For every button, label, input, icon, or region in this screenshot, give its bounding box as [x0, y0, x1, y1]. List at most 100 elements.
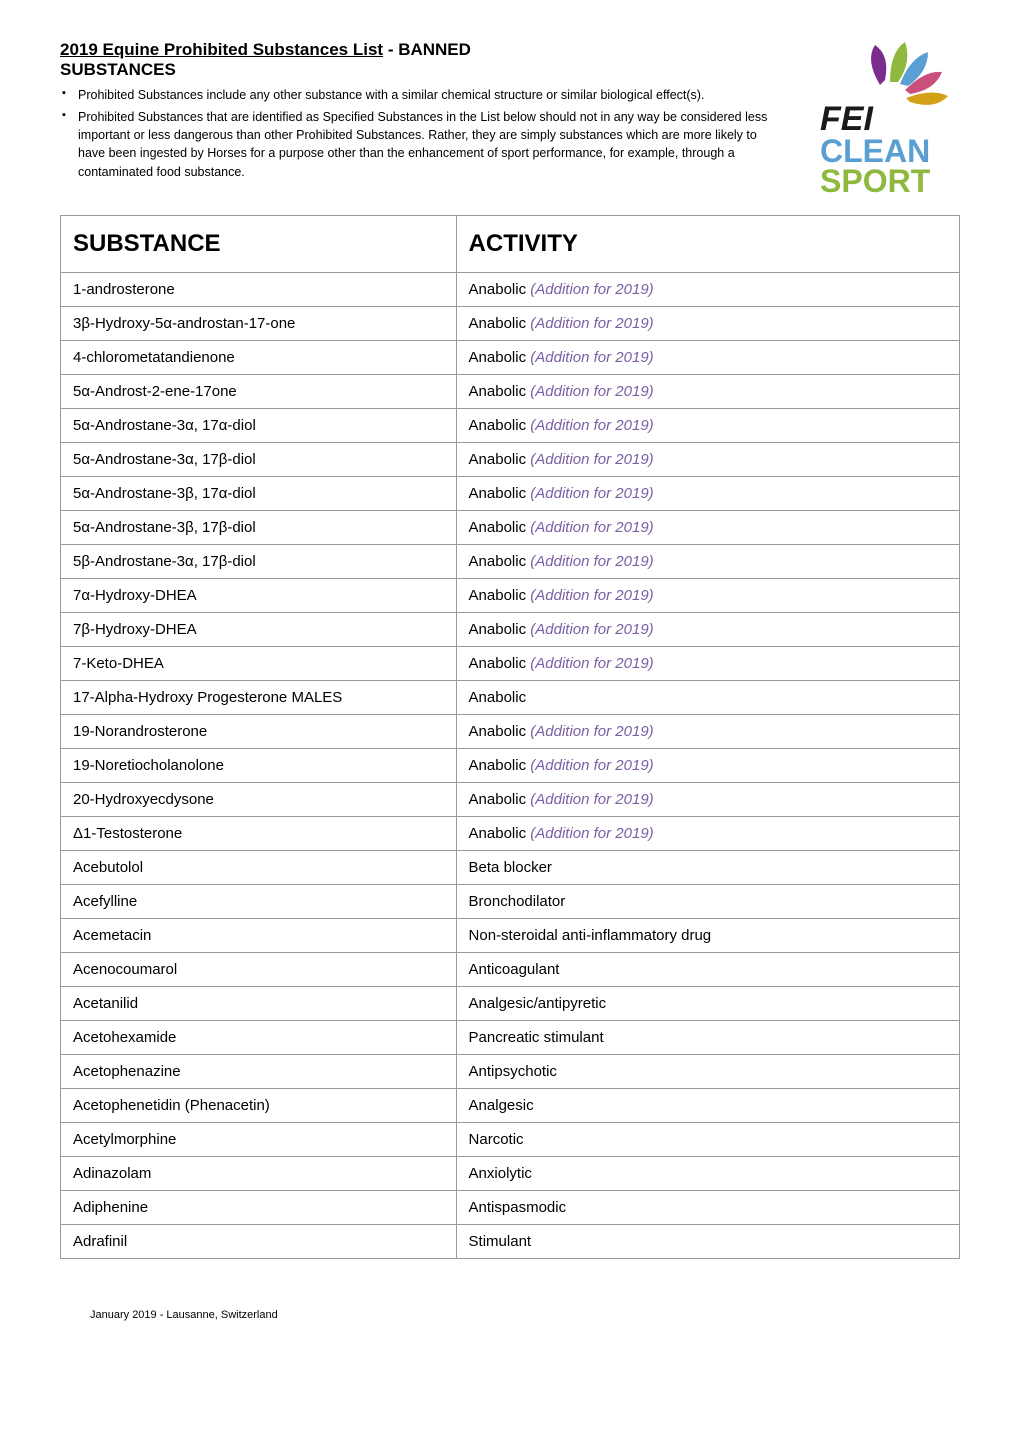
- table-row: 1-androsteroneAnabolic (Addition for 201…: [61, 273, 960, 307]
- addition-note: (Addition for 2019): [530, 451, 653, 468]
- substance-cell: Acetanilid: [61, 987, 457, 1021]
- activity-cell: Bronchodilator: [456, 885, 959, 919]
- substance-cell: 5α-Androst-2-ene-17one: [61, 375, 457, 409]
- table-row: 5α-Androstane-3β, 17β-diolAnabolic (Addi…: [61, 511, 960, 545]
- substance-cell: Adrafinil: [61, 1225, 457, 1259]
- activity-base: Antispasmodic: [469, 1199, 567, 1216]
- activity-cell: Antispasmodic: [456, 1191, 959, 1225]
- activity-cell: Anabolic (Addition for 2019): [456, 613, 959, 647]
- table-row: 19-NorandrosteroneAnabolic (Addition for…: [61, 715, 960, 749]
- activity-cell: Analgesic: [456, 1089, 959, 1123]
- activity-cell: Analgesic/antipyretic: [456, 987, 959, 1021]
- table-row: AcemetacinNon-steroidal anti-inflammator…: [61, 919, 960, 953]
- activity-base: Beta blocker: [469, 859, 552, 876]
- table-row: 7β-Hydroxy-DHEAAnabolic (Addition for 20…: [61, 613, 960, 647]
- table-row: 20-HydroxyecdysoneAnabolic (Addition for…: [61, 783, 960, 817]
- table-row: Acetophenetidin (Phenacetin) Analgesic: [61, 1089, 960, 1123]
- activity-cell: Anabolic (Addition for 2019): [456, 647, 959, 681]
- col-activity: ACTIVITY: [456, 216, 959, 273]
- logo-sport-text: SPORT: [820, 163, 931, 199]
- activity-cell: Anabolic (Addition for 2019): [456, 579, 959, 613]
- activity-base: Anabolic: [469, 825, 531, 842]
- page-title: 2019 Equine Prohibited Substances List: [60, 40, 383, 59]
- activity-base: Anabolic: [469, 757, 531, 774]
- activity-cell: Anabolic (Addition for 2019): [456, 749, 959, 783]
- substance-cell: Acemetacin: [61, 919, 457, 953]
- activity-cell: Anabolic (Addition for 2019): [456, 511, 959, 545]
- substance-cell: 5β-Androstane-3α, 17β-diol: [61, 545, 457, 579]
- activity-base: Anxiolytic: [469, 1165, 532, 1182]
- activity-base: Anabolic: [469, 621, 531, 638]
- activity-base: Analgesic: [469, 1097, 534, 1114]
- substance-cell: 7β-Hydroxy-DHEA: [61, 613, 457, 647]
- activity-base: Pancreatic stimulant: [469, 1029, 604, 1046]
- substance-cell: Acebutolol: [61, 851, 457, 885]
- substance-cell: 5α-Androstane-3α, 17α-diol: [61, 409, 457, 443]
- col-substance: SUBSTANCE: [61, 216, 457, 273]
- table-row: Acebutolol Beta blocker: [61, 851, 960, 885]
- substance-cell: Acetophenazine: [61, 1055, 457, 1089]
- substance-cell: 19-Norandrosterone: [61, 715, 457, 749]
- activity-cell: Anabolic (Addition for 2019): [456, 375, 959, 409]
- bullet-list: Prohibited Substances include any other …: [60, 86, 786, 181]
- activity-base: Anabolic: [469, 689, 527, 706]
- activity-base: Anabolic: [469, 791, 531, 808]
- substance-cell: Acetophenetidin (Phenacetin): [61, 1089, 457, 1123]
- addition-note: (Addition for 2019): [530, 417, 653, 434]
- substance-cell: 3β-Hydroxy-5α-androstan-17-one: [61, 307, 457, 341]
- activity-base: Anabolic: [469, 587, 531, 604]
- activity-cell: Anabolic (Addition for 2019): [456, 409, 959, 443]
- substance-cell: Adinazolam: [61, 1157, 457, 1191]
- substance-cell: 5α-Androstane-3β, 17β-diol: [61, 511, 457, 545]
- table-row: AdiphenineAntispasmodic: [61, 1191, 960, 1225]
- addition-note: (Addition for 2019): [530, 757, 653, 774]
- addition-note: (Addition for 2019): [530, 485, 653, 502]
- subtitle: SUBSTANCES: [60, 60, 786, 80]
- activity-base: Anabolic: [469, 383, 531, 400]
- table-row: AcetanilidAnalgesic/antipyretic: [61, 987, 960, 1021]
- substance-cell: 19-Noretiocholanolone: [61, 749, 457, 783]
- table-row: AcenocoumarolAnticoagulant: [61, 953, 960, 987]
- activity-cell: Anabolic (Addition for 2019): [456, 545, 959, 579]
- fei-logo: FEI CLEAN SPORT: [810, 40, 960, 205]
- table-row: Acefylline Bronchodilator: [61, 885, 960, 919]
- substance-cell: 20-Hydroxyecdysone: [61, 783, 457, 817]
- addition-note: (Addition for 2019): [530, 519, 653, 536]
- activity-cell: Anabolic (Addition for 2019): [456, 783, 959, 817]
- table-row: 7-Keto-DHEAAnabolic (Addition for 2019): [61, 647, 960, 681]
- activity-cell: Anabolic (Addition for 2019): [456, 273, 959, 307]
- addition-note: (Addition for 2019): [530, 281, 653, 298]
- activity-base: Anabolic: [469, 315, 531, 332]
- activity-base: Anabolic: [469, 485, 531, 502]
- table-row: 5α-Androst-2-ene-17oneAnabolic (Addition…: [61, 375, 960, 409]
- activity-cell: Anticoagulant: [456, 953, 959, 987]
- addition-note: (Addition for 2019): [530, 315, 653, 332]
- table-row: AcetohexamidePancreatic stimulant: [61, 1021, 960, 1055]
- activity-cell: Stimulant: [456, 1225, 959, 1259]
- header-row: 2019 Equine Prohibited Substances List -…: [60, 40, 960, 205]
- activity-cell: Anabolic (Addition for 2019): [456, 817, 959, 851]
- substance-cell: 5α-Androstane-3β, 17α-diol: [61, 477, 457, 511]
- substance-cell: 17-Alpha-Hydroxy Progesterone MALES: [61, 681, 457, 715]
- footer-text: January 2019 - Lausanne, Switzerland: [60, 1309, 960, 1321]
- activity-cell: Anabolic: [456, 681, 959, 715]
- activity-base: Anabolic: [469, 553, 531, 570]
- addition-note: (Addition for 2019): [530, 383, 653, 400]
- addition-note: (Addition for 2019): [530, 587, 653, 604]
- addition-note: (Addition for 2019): [530, 791, 653, 808]
- activity-base: Narcotic: [469, 1131, 524, 1148]
- table-row: AcetophenazineAntipsychotic: [61, 1055, 960, 1089]
- substance-cell: Acefylline: [61, 885, 457, 919]
- activity-base: Bronchodilator: [469, 893, 566, 910]
- addition-note: (Addition for 2019): [530, 655, 653, 672]
- table-header-row: SUBSTANCE ACTIVITY: [61, 216, 960, 273]
- activity-cell: Anabolic (Addition for 2019): [456, 341, 959, 375]
- addition-note: (Addition for 2019): [530, 723, 653, 740]
- table-row: Δ1-TestosteroneAnabolic (Addition for 20…: [61, 817, 960, 851]
- addition-note: (Addition for 2019): [530, 825, 653, 842]
- activity-base: Anabolic: [469, 281, 531, 298]
- activity-cell: Anabolic (Addition for 2019): [456, 443, 959, 477]
- table-row: AcetylmorphineNarcotic: [61, 1123, 960, 1157]
- activity-cell: Non-steroidal anti-inflammatory drug: [456, 919, 959, 953]
- bullet-item: Prohibited Substances that are identifie…: [60, 108, 786, 181]
